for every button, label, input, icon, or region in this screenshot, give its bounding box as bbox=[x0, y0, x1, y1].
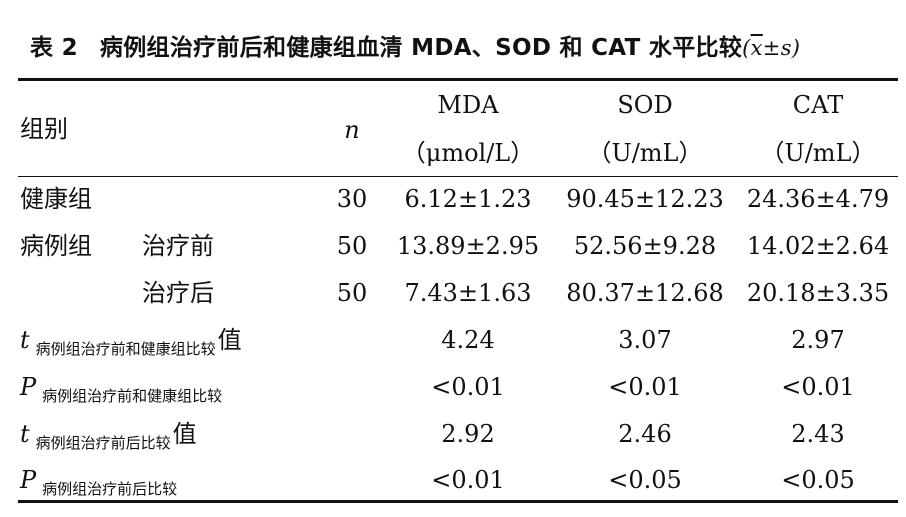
row-before-sod: 52.56±9.28 bbox=[573, 232, 717, 260]
row-healthy-sod: 90.45±12.23 bbox=[566, 185, 724, 213]
row-after-sod: 80.37±12.68 bbox=[566, 279, 724, 307]
row-healthy-cat: 24.36±4.79 bbox=[746, 185, 890, 213]
row-after-cat: 20.18±3.35 bbox=[746, 279, 890, 307]
row-p2-label: P 病例组治疗前后比较 bbox=[20, 466, 178, 498]
row-healthy-mda: 6.12±1.23 bbox=[404, 185, 532, 213]
row-p2-mda: <0.01 bbox=[431, 466, 505, 494]
mean-symbol: x bbox=[750, 36, 763, 60]
header-group: 组别 bbox=[20, 115, 68, 143]
header-n: n bbox=[344, 116, 360, 144]
row-patient-group: 病例组 bbox=[20, 232, 92, 260]
row-healthy-group: 健康组 bbox=[20, 185, 92, 213]
row-p2-cat: <0.05 bbox=[781, 466, 855, 494]
row-t2-sod: 2.46 bbox=[618, 420, 672, 448]
header-mda-unit: （μmol/L） bbox=[401, 139, 535, 167]
sd-symbol: s bbox=[780, 36, 792, 60]
table-title: 表 2 病例组治疗前后和健康组血清 MDA、SOD 和 CAT 水平比较(x±s) bbox=[22, 28, 800, 62]
row-p2-sod: <0.05 bbox=[608, 466, 682, 494]
row-healthy-n: 30 bbox=[336, 185, 368, 213]
header-sod: SOD bbox=[617, 91, 673, 119]
row-p1-cat: <0.01 bbox=[781, 373, 855, 401]
table-number: 表 2 bbox=[30, 35, 78, 61]
table-top-rule bbox=[18, 78, 898, 81]
table-caption: 病例组治疗前后和健康组血清 MDA、SOD 和 CAT 水平比较 bbox=[99, 35, 743, 61]
header-cat: CAT bbox=[792, 91, 844, 119]
row-after-mda: 7.43±1.63 bbox=[404, 279, 532, 307]
row-p1-label: P 病例组治疗前和健康组比较 bbox=[20, 373, 223, 405]
header-mda: MDA bbox=[437, 91, 499, 119]
stat-notation: (x±s) bbox=[742, 36, 801, 60]
row-p1-mda: <0.01 bbox=[431, 373, 505, 401]
row-before-mda: 13.89±2.95 bbox=[396, 232, 540, 260]
table-header-rule bbox=[18, 176, 898, 177]
row-t2-mda: 2.92 bbox=[441, 420, 495, 448]
row-t1-mda: 4.24 bbox=[441, 326, 495, 354]
header-sod-unit: （U/mL） bbox=[587, 139, 703, 167]
row-t1-cat: 2.97 bbox=[791, 326, 845, 354]
row-before-label: 治疗前 bbox=[142, 232, 214, 260]
table-bottom-rule bbox=[18, 500, 898, 503]
row-before-n: 50 bbox=[336, 232, 368, 260]
row-p1-sod: <0.01 bbox=[608, 373, 682, 401]
row-after-label: 治疗后 bbox=[142, 279, 214, 307]
row-after-n: 50 bbox=[336, 279, 368, 307]
row-t2-label: t 病例组治疗前后比较值 bbox=[20, 420, 197, 452]
row-t1-sod: 3.07 bbox=[618, 326, 672, 354]
header-cat-unit: （U/mL） bbox=[760, 139, 876, 167]
row-before-cat: 14.02±2.64 bbox=[746, 232, 890, 260]
row-t2-cat: 2.43 bbox=[791, 420, 845, 448]
row-t1-label: t 病例组治疗前和健康组比较值 bbox=[20, 326, 242, 358]
